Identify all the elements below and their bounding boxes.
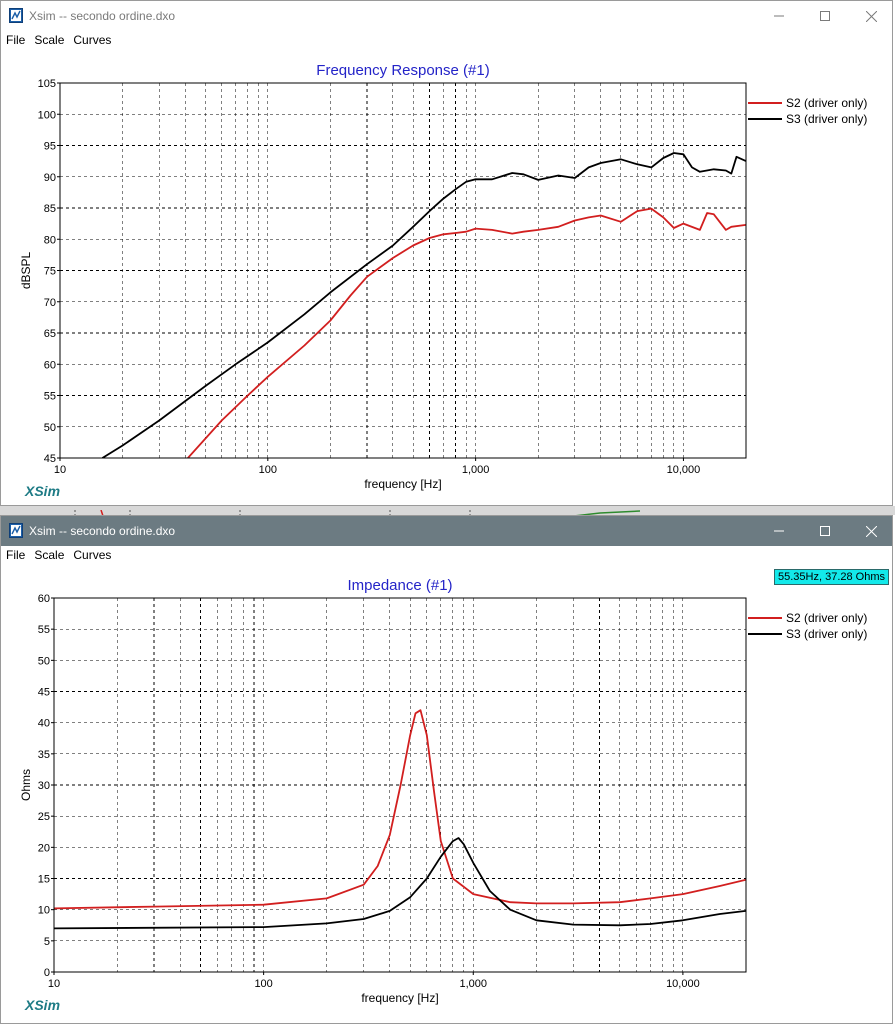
y-tick-label: 25: [38, 811, 50, 823]
minimize-button[interactable]: [756, 1, 802, 31]
x-tick-label: 1,000: [459, 978, 487, 990]
close-button[interactable]: [848, 516, 892, 546]
y-tick-label: 55: [44, 391, 56, 403]
cursor-readout: 55.35Hz, 37.28 Ohms: [774, 569, 890, 585]
menu-curves[interactable]: Curves: [73, 548, 112, 562]
y-tick-label: 0: [44, 967, 50, 979]
menu-curves[interactable]: Curves: [73, 33, 112, 47]
menu-bar: File Scale Curves: [1, 31, 892, 49]
y-tick-label: 60: [38, 593, 50, 605]
background-plot-fragment: [74, 509, 641, 515]
maximize-button[interactable]: [802, 1, 848, 31]
x-tick-label: 100: [254, 978, 272, 990]
close-icon: [865, 525, 877, 537]
y-tick-label: 30: [38, 780, 50, 792]
menu-file[interactable]: File: [6, 33, 26, 47]
y-tick-label: 45: [38, 687, 50, 699]
menu-scale[interactable]: Scale: [34, 548, 65, 562]
xsim-app-icon: [9, 523, 23, 538]
x-tick-label: 10,000: [666, 978, 700, 990]
close-icon: [865, 10, 877, 22]
legend-label: S3 (driver only): [786, 627, 867, 641]
legend-label: S2 (driver only): [786, 96, 867, 110]
frequency-response-window: Xsim -- secondo ordine.dxo File Scale Curv…: [0, 0, 893, 506]
y-tick-label: 85: [44, 203, 56, 215]
y-tick-label: 40: [38, 718, 50, 730]
y-tick-label: 75: [44, 266, 56, 278]
legend-label: S3 (driver only): [786, 112, 867, 126]
plot-frame: [59, 82, 747, 459]
y-tick-label: 95: [44, 141, 56, 153]
plot-frame: [53, 597, 747, 973]
menu-file[interactable]: File: [6, 548, 26, 562]
window-title: Xsim -- secondo ordine.dxo: [29, 524, 176, 538]
series-line-s3: [54, 837, 746, 930]
y-tick-label: 80: [44, 234, 56, 246]
title-bar[interactable]: Xsim -- secondo ordine.dxo: [1, 1, 892, 31]
maximize-button[interactable]: [802, 516, 848, 546]
menu-scale[interactable]: Scale: [34, 33, 65, 47]
frequency-response-chart[interactable]: 45 50 55 60 65 70 75 80 85 90 95 100 105 10 100 1,000 10…: [1, 49, 893, 505]
impedance-window: Xsim -- secondo ordine.dxo File Scale Curv…: [0, 515, 893, 1024]
y-tick-label: 55: [38, 624, 50, 636]
chart-title: Impedance (#1): [347, 577, 452, 594]
y-tick-label: 105: [38, 78, 56, 90]
minimize-icon: [774, 15, 784, 17]
series-line-s2: [54, 709, 746, 910]
x-tick-label: 10,000: [667, 464, 701, 476]
x-axis-label: frequency [Hz]: [361, 991, 438, 1005]
xsim-logo: XSim: [25, 483, 61, 499]
xsim-logo: XSim: [25, 997, 61, 1013]
x-tick-label: 10: [54, 464, 66, 476]
y-tick-label: 100: [38, 109, 56, 121]
close-button[interactable]: [848, 1, 892, 31]
series-line-s3: [101, 152, 746, 458]
minimize-button[interactable]: [756, 516, 802, 546]
y-tick-label: 5: [44, 936, 50, 948]
x-tick-label: 100: [259, 464, 277, 476]
y-tick-label: 10: [38, 905, 50, 917]
chart-title: Frequency Response (#1): [316, 62, 489, 79]
x-tick-label: 1,000: [462, 464, 490, 476]
y-tick-label: 45: [44, 453, 56, 465]
y-tick-label: 35: [38, 749, 50, 761]
y-tick-label: 50: [44, 422, 56, 434]
legend-label: S2 (driver only): [786, 611, 867, 625]
minimize-icon: [774, 530, 784, 532]
x-axis-label: frequency [Hz]: [364, 477, 441, 491]
y-tick-label: 15: [38, 874, 50, 886]
series-line-s2: [186, 207, 746, 458]
y-tick-label: 20: [38, 842, 50, 854]
impedance-chart[interactable]: 0 5 10 15 20 25 30 35 40 45 50 55 60 10 100 1,000 10,000…: [1, 564, 893, 1023]
title-bar[interactable]: Xsim -- secondo ordine.dxo: [1, 516, 892, 546]
background-window-strip: [0, 506, 895, 515]
y-tick-label: 50: [38, 655, 50, 667]
maximize-icon: [820, 11, 830, 22]
x-tick-label: 10: [48, 978, 60, 990]
window-title: Xsim -- secondo ordine.dxo: [29, 9, 176, 23]
xsim-app-icon: [9, 8, 23, 23]
y-tick-label: 60: [44, 359, 56, 371]
menu-bar: File Scale Curves: [1, 546, 892, 564]
y-tick-label: 70: [44, 297, 56, 309]
y-tick-label: 65: [44, 328, 56, 340]
y-tick-label: 90: [44, 172, 56, 184]
maximize-icon: [820, 526, 830, 537]
y-axis-label: dBSPL: [19, 251, 33, 289]
y-axis-label: Ohms: [19, 769, 33, 801]
